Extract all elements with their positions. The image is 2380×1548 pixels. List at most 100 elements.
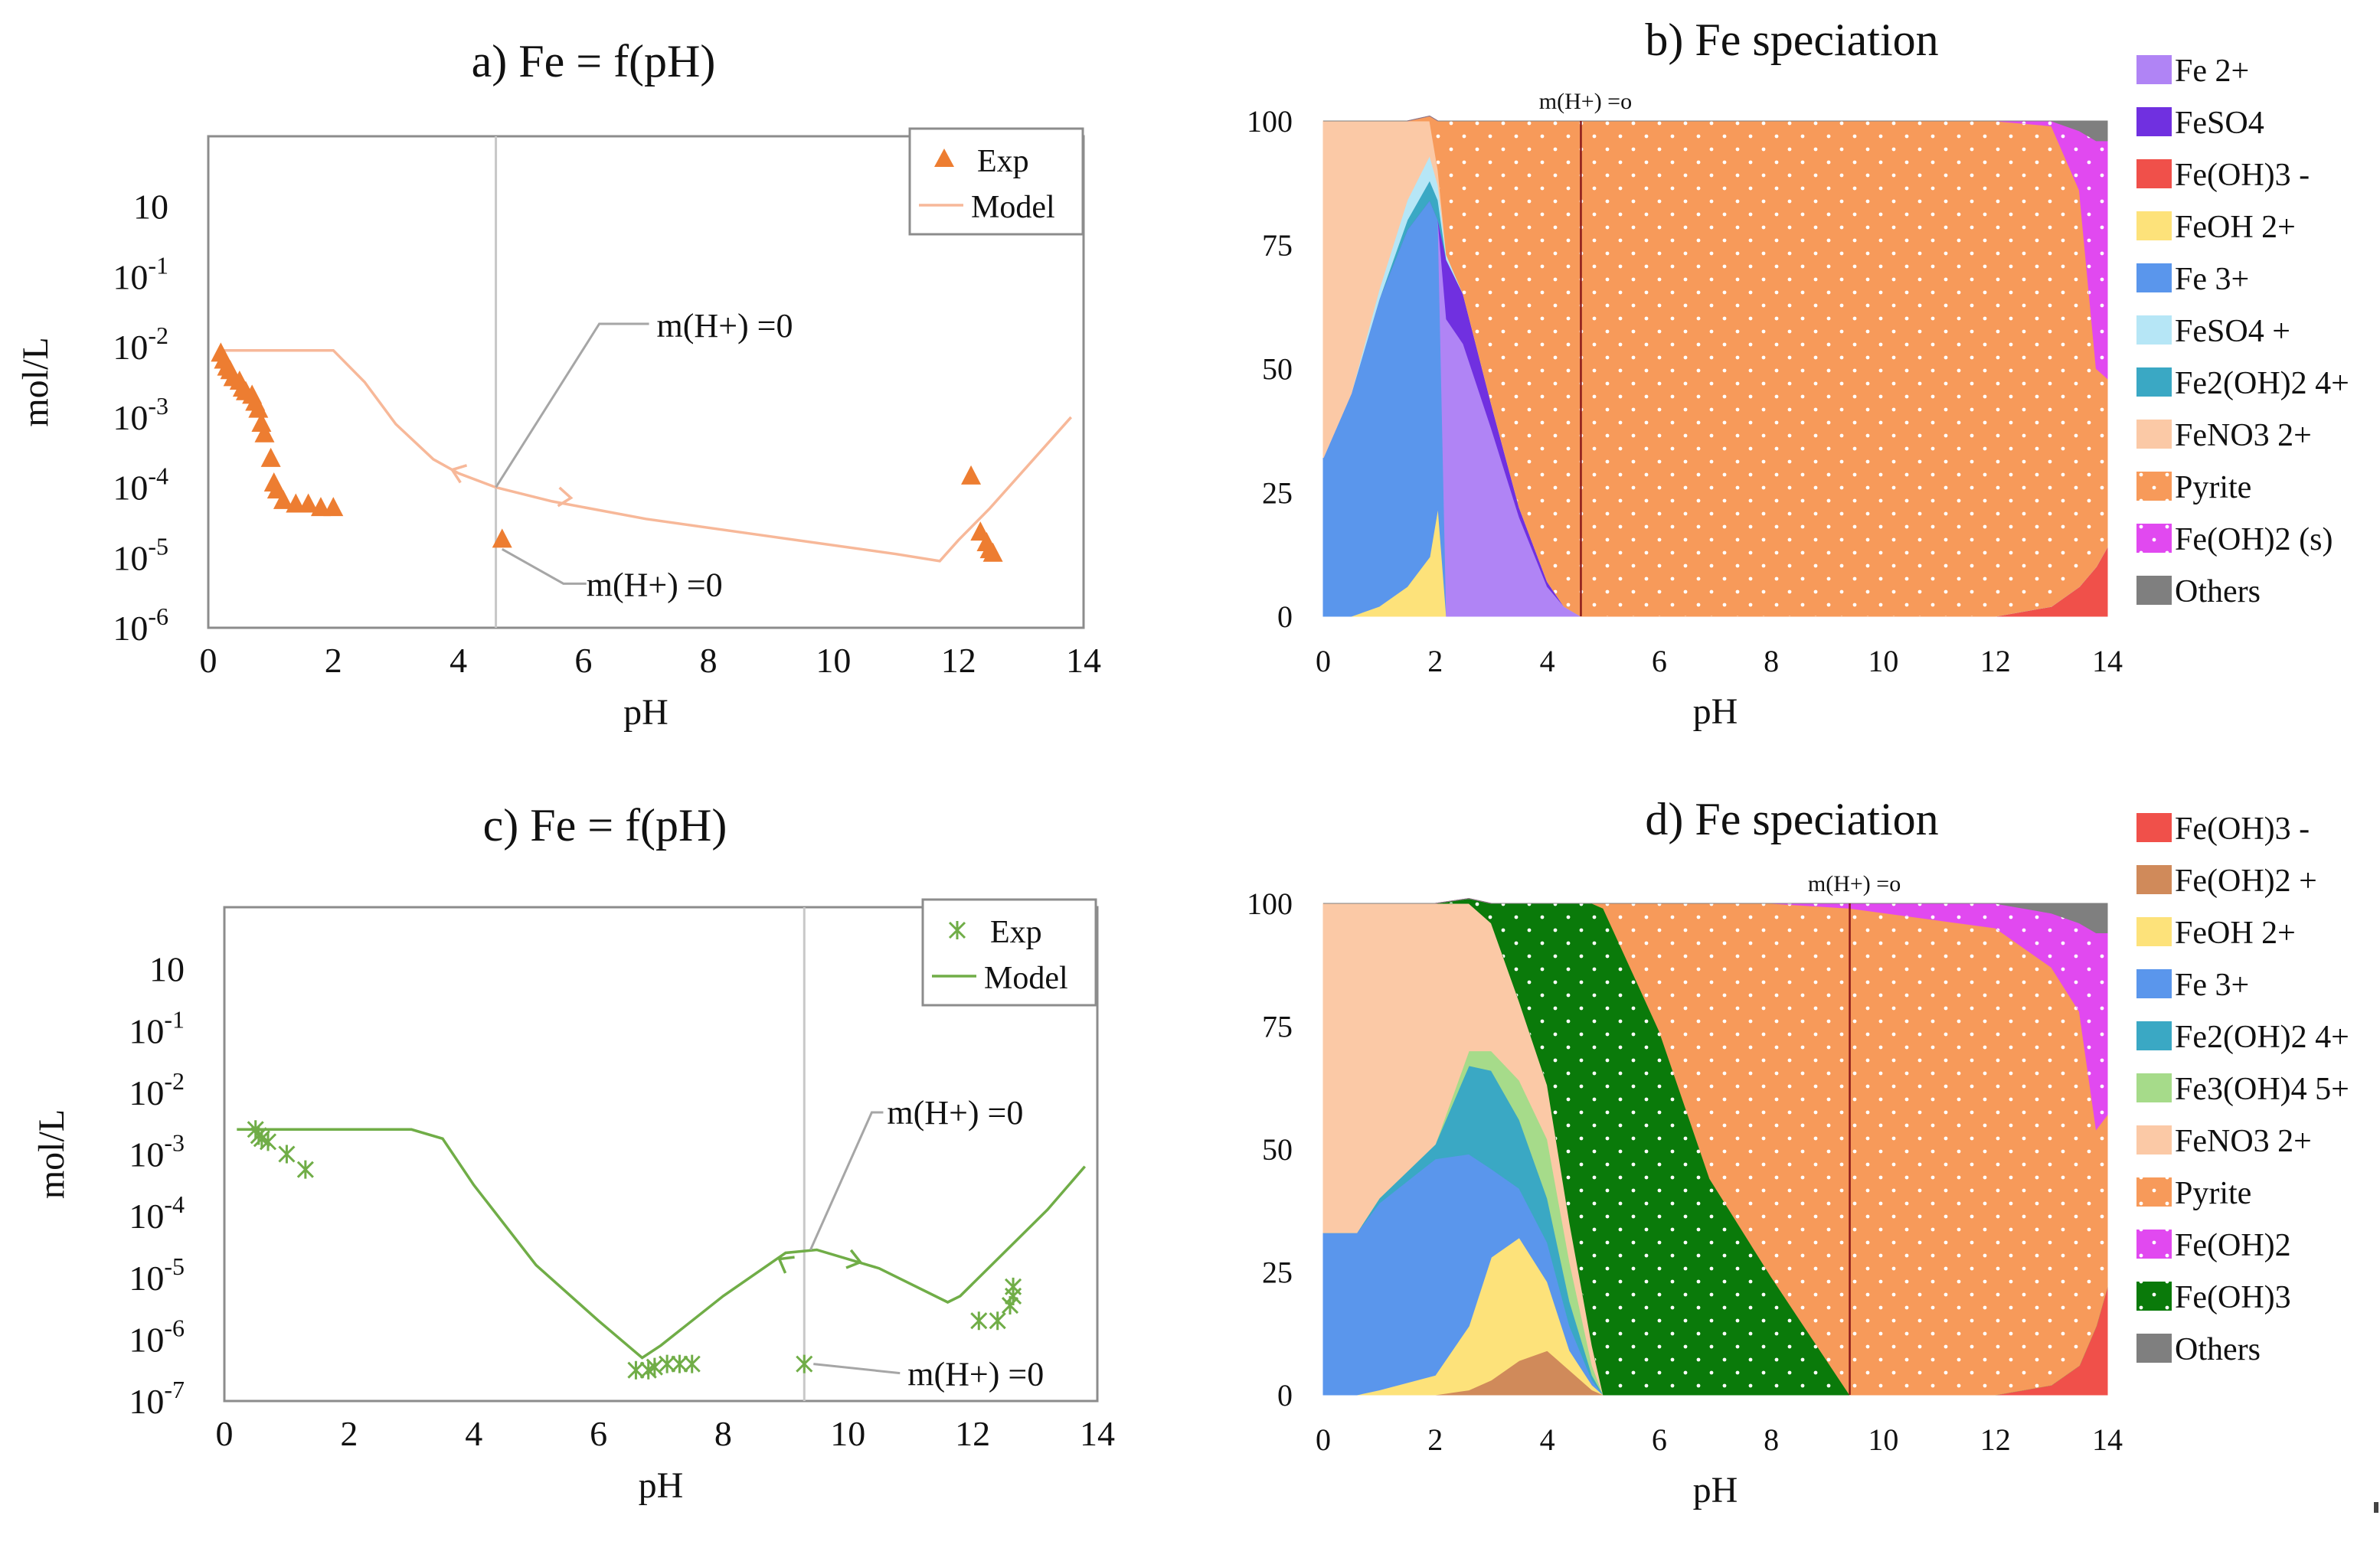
legend-swatch <box>2136 211 2172 240</box>
legend-swatch <box>2136 813 2172 842</box>
exp-point <box>970 1311 988 1331</box>
chart-title: b) Fe speciation <box>1645 15 1938 65</box>
exp-point <box>248 398 269 418</box>
x-axis-label: pH <box>639 1465 684 1506</box>
x-tick-label: 10 <box>1868 1422 1898 1457</box>
x-tick-label: 14 <box>1080 1414 1115 1453</box>
exp-point <box>310 497 331 517</box>
x-tick-label: 12 <box>1980 644 2011 678</box>
legend-label-exp: Exp <box>990 915 1042 950</box>
annotation-label: m(H+) =0 <box>887 1094 1023 1132</box>
legend-label: Fe(OH)3 <box>2175 1280 2291 1315</box>
legend-label: Pyrite <box>2175 1176 2251 1211</box>
x-tick-label: 2 <box>1427 1422 1443 1457</box>
exp-point <box>254 423 275 443</box>
y-tick-label: 25 <box>1262 475 1293 510</box>
x-tick-label: 0 <box>1316 644 1331 678</box>
model-arrow-left <box>450 464 468 484</box>
legend-label: Pyrite <box>2175 470 2251 505</box>
x-tick-label: 0 <box>1316 1422 1331 1457</box>
x-tick-label: 12 <box>1980 1422 2011 1457</box>
area-fe-oh-3-pattern <box>1323 898 2107 1395</box>
x-axis-label: pH <box>623 692 669 733</box>
legend-swatch-pattern <box>2136 472 2172 501</box>
area-others <box>1323 115 2108 142</box>
chart-title: d) Fe speciation <box>1645 794 1938 844</box>
y-tick-label: 75 <box>1262 1010 1293 1044</box>
legend-label-exp: Exp <box>977 144 1029 179</box>
plot-frame <box>207 135 1085 629</box>
y-tick-label: 10-1 <box>113 251 168 296</box>
x-tick-label: 4 <box>465 1414 482 1453</box>
annotation-leader <box>495 322 649 488</box>
y-tick-label: 10 <box>149 950 185 989</box>
exp-point <box>273 489 293 509</box>
legend-label: FeSO4 <box>2175 106 2264 141</box>
reference-line-label: m(H+) =o <box>1539 89 1632 114</box>
legend-label-model: Model <box>984 961 1068 996</box>
x-tick-label: 8 <box>1764 644 1779 678</box>
y-tick-label: 50 <box>1262 1132 1293 1167</box>
y-axis-label: mol/L <box>15 337 56 426</box>
x-tick-label: 4 <box>1540 644 1555 678</box>
x-tick-label: 8 <box>1764 1422 1779 1457</box>
y-tick-label: 0 <box>1277 599 1293 634</box>
x-tick-label: 8 <box>700 641 718 680</box>
legend-label-model: Model <box>971 190 1055 225</box>
area-pyrite-pattern <box>1323 898 2107 1395</box>
legend-swatch <box>2136 263 2172 292</box>
legend-swatch <box>2136 969 2172 998</box>
legend-swatch <box>2136 367 2172 397</box>
y-tick-label: 10-5 <box>129 1252 185 1298</box>
x-tick-label: 12 <box>955 1414 990 1453</box>
legend-swatch-pattern <box>2136 1177 2172 1207</box>
legend-swatch <box>2136 315 2172 345</box>
model-arrow-right <box>557 486 574 508</box>
plot-frame <box>223 906 1099 1403</box>
exp-point <box>646 1357 663 1377</box>
x-tick-label: 6 <box>574 641 592 680</box>
y-tick-label: 10-2 <box>129 1067 185 1112</box>
y-tick-label: 10 <box>133 188 168 227</box>
legend-swatch <box>2136 1073 2172 1102</box>
legend-label: Fe2(OH)2 4+ <box>2175 366 2349 401</box>
x-tick-label: 8 <box>714 1414 732 1453</box>
legend-label: Fe2(OH)2 4+ <box>2175 1020 2349 1055</box>
annotation-leader <box>813 1363 901 1375</box>
legend-label: Fe(OH)2 <box>2175 1228 2291 1263</box>
chart-b: b) Fe speciation m(H+) =o 0 2 4 6 8 10 12 14 0 25 50… <box>1247 15 2349 732</box>
exp-point <box>683 1354 701 1373</box>
page-edge-mark <box>2374 1502 2378 1513</box>
exp-point <box>1005 1277 1022 1296</box>
reference-line-label: m(H+) =o <box>1808 871 1901 896</box>
x-tick-label: 4 <box>1540 1422 1555 1457</box>
area-others <box>1323 898 2108 933</box>
annotation-label: m(H+) =0 <box>657 307 793 345</box>
legend-label: FeSO4 + <box>2175 314 2290 349</box>
x-tick-label: 6 <box>1652 1422 1667 1457</box>
y-tick-label: 10-6 <box>129 1314 185 1359</box>
chart-a: a) Fe = f(pH) 0 2 4 6 8 10 12 14 10-6 10-5 10-4 10-3… <box>15 36 1101 733</box>
chart-d: d) Fe speciation m(H+) =o 0 2 4 6 8 10 12 14 0 25 50… <box>1247 794 2349 1510</box>
y-tick-label: 10-2 <box>113 322 168 367</box>
model-line <box>237 1128 1087 1360</box>
exp-point <box>627 1360 645 1380</box>
annotation-label: m(H+) =0 <box>587 566 723 603</box>
y-tick-label: 75 <box>1262 228 1293 263</box>
exp-point <box>671 1354 688 1373</box>
y-tick-label: 10-4 <box>113 462 168 508</box>
legend-exp-marker <box>948 921 966 939</box>
x-tick-label: 0 <box>200 641 217 680</box>
x-tick-label: 0 <box>216 1414 234 1453</box>
chart-title: a) Fe = f(pH) <box>472 36 716 87</box>
legend-swatch <box>2136 917 2172 946</box>
legend-swatch <box>2136 1021 2172 1050</box>
y-tick-label: 10-1 <box>129 1005 185 1050</box>
y-tick-label: 10-6 <box>113 603 168 648</box>
legend-swatch <box>2136 576 2172 605</box>
x-tick-label: 6 <box>1652 644 1667 678</box>
legend-swatch <box>2136 159 2172 188</box>
legend-label: FeOH 2+ <box>2175 916 2296 951</box>
x-tick-label: 6 <box>590 1414 607 1453</box>
